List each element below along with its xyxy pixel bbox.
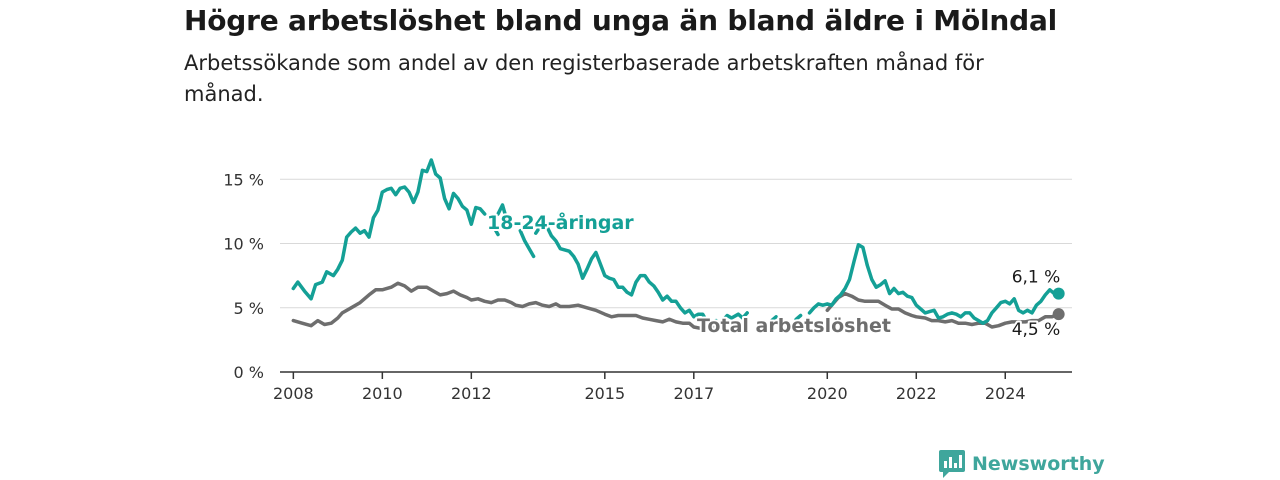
brand-name: Newsworthy [972, 453, 1105, 475]
series-labels: 18-24-åringar Total arbetslöshet 6,1 % 4,5 … [485, 208, 1062, 342]
series-line-youth-8 [807, 243, 1061, 325]
end-label-total: 4,5 % [1012, 320, 1061, 340]
series-label-total: Total arbetslöshet [697, 315, 891, 337]
y-axis-tick-labels: 0 % 5 % 10 % 15 % [223, 170, 264, 382]
series-label-youth: 18-24-åringar [487, 210, 634, 234]
series-line-total-0 [291, 281, 727, 331]
series-lines [291, 158, 1065, 331]
y-tick-label: 15 % [223, 170, 264, 189]
x-tick-label: 2017 [673, 384, 714, 403]
y-tick-label: 5 % [234, 299, 264, 318]
end-point-total [1052, 308, 1065, 321]
newsworthy-logo-icon [939, 450, 965, 478]
gridlines [280, 178, 1072, 309]
x-tick-label: 2012 [451, 384, 492, 403]
series-line-total-1 [825, 291, 1061, 329]
x-tick-label: 2010 [362, 384, 403, 403]
end-point-youth [1052, 287, 1065, 300]
brand-logo: Newsworthy [938, 448, 1105, 480]
x-tick-label: 2024 [985, 384, 1026, 403]
y-tick-label: 10 % [223, 235, 264, 254]
series-line-youth-3 [518, 228, 536, 259]
series-line-youth-5 [720, 311, 749, 323]
x-tick-label: 2022 [896, 384, 937, 403]
x-axis: 2008 2010 2012 2015 2017 2020 2022 2024 [273, 371, 1072, 403]
series-line-youth-2 [496, 203, 509, 223]
series-line-youth-1 [491, 225, 500, 237]
chart-subtitle: Arbetssökande som andel av den registerb… [184, 51, 984, 106]
end-label-youth: 6,1 % [1012, 268, 1061, 288]
x-tick-label: 2008 [273, 384, 314, 403]
series-line-youth-6 [769, 315, 778, 323]
y-tick-label: 0 % [234, 363, 264, 382]
chart-title: Högre arbetslöshet bland unga än bland ä… [184, 4, 1058, 37]
series-line-youth-0 [291, 158, 487, 301]
series-line-youth-7 [794, 313, 803, 322]
series-line-youth-4 [534, 221, 718, 325]
x-tick-label: 2020 [807, 384, 848, 403]
x-tick-label: 2015 [584, 384, 625, 403]
